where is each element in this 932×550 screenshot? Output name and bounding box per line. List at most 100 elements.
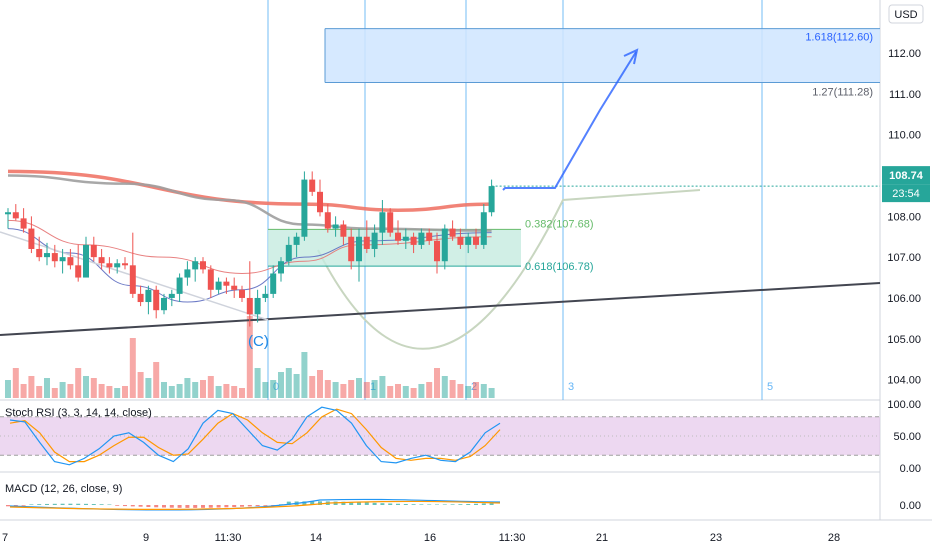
volume-bar [387, 386, 394, 398]
candle-body [83, 244, 89, 278]
time-axis[interactable]: 7 9 11:30 14 16 11:30 21 23 28 [2, 532, 840, 544]
volume-bar [379, 376, 386, 398]
macd-histogram-bar [388, 503, 393, 505]
candle-body [488, 186, 495, 213]
candle-body [457, 236, 464, 245]
volume-bar [114, 388, 121, 398]
fib-retracement-box[interactable]: 0.382(107.68) 0.618(106.78) [268, 218, 594, 273]
support-trendline [0, 282, 881, 336]
cup-arc-drawing[interactable] [317, 189, 701, 350]
macd-histogram-bar [76, 503, 81, 505]
volume-bar [223, 384, 230, 398]
volume-bar [465, 386, 472, 398]
candle-body [395, 232, 401, 241]
fib-label-0618: 0.618(106.78) [525, 261, 594, 273]
stoch-rsi-title[interactable]: Stoch RSI (3, 3, 14, 14, close) [5, 407, 152, 419]
volume-bar [301, 352, 308, 398]
volume-bar [168, 386, 175, 398]
cycle-label: 5 [767, 381, 773, 393]
macd-histogram-bar [310, 501, 315, 505]
candle-body [465, 236, 472, 245]
candle-body [75, 265, 82, 278]
candle-body [153, 289, 160, 311]
macd-histogram-bar [21, 505, 26, 506]
macd-histogram-bar [185, 505, 190, 508]
projection-arrowhead [623, 48, 639, 65]
price-axis[interactable]: 113.00112.00111.00110.00109.00108.00107.… [882, 7, 930, 387]
time-tick: 11:30 [215, 532, 242, 544]
volume-bar [348, 380, 355, 398]
macd-title[interactable]: MACD (12, 26, close, 9) [5, 483, 122, 495]
macd-histogram-bar [357, 502, 361, 505]
last-price-value: 108.74 [889, 170, 924, 182]
volume-bar [129, 338, 136, 398]
macd-histogram-bar [411, 504, 416, 505]
macd-histogram-bar [68, 503, 73, 505]
candle-body [480, 212, 487, 245]
macd-histogram-bar [37, 504, 42, 505]
macd-histogram-bar [201, 505, 205, 508]
candle-body [223, 281, 230, 286]
volume-bar [441, 376, 448, 398]
candle-body [28, 228, 35, 249]
time-tick: 7 [2, 532, 8, 544]
macd-histogram-bar [341, 501, 346, 505]
currency-badge[interactable] [888, 4, 924, 24]
volume-bar [90, 378, 97, 398]
macd-histogram-bar [435, 504, 439, 505]
macd-histogram-bar [396, 503, 400, 505]
macd-histogram-bar [481, 503, 486, 505]
candle-body [44, 253, 50, 258]
candle-body [441, 228, 448, 262]
macd-histogram-bar [489, 503, 494, 505]
macd-histogram-bar [349, 501, 354, 505]
macd-histogram-bar [458, 504, 463, 505]
volume-bar [270, 380, 277, 398]
volume-bar [371, 380, 378, 398]
candle-body [215, 281, 222, 290]
macd-histogram-bar [138, 505, 143, 507]
macd-histogram-bar [60, 503, 65, 505]
volume-bar [215, 386, 222, 398]
price-tick: 112.00 [888, 48, 921, 60]
volume-bar [309, 376, 316, 398]
macd-histogram-bar [263, 505, 268, 506]
time-tick: 23 [710, 532, 722, 544]
candle-body [473, 236, 479, 245]
candle-body [67, 257, 74, 266]
target-label-127: 1.27(111.28) [812, 86, 873, 98]
candle-body [20, 218, 27, 229]
candle-body [184, 269, 191, 278]
volume-bar [324, 380, 331, 398]
price-tick: 110.00 [888, 130, 921, 142]
macd-histogram-bar [302, 501, 307, 505]
macd-histogram-bar [84, 503, 88, 505]
candle-body [410, 236, 417, 245]
candle-body [301, 179, 308, 237]
candle-body [348, 236, 355, 262]
macd-histogram-bar [208, 505, 213, 508]
fib-extension-target-box[interactable]: 1.618(112.60) 1.27(111.28) [324, 28, 880, 99]
candle-body [207, 269, 214, 290]
macd-histogram-bar [450, 504, 455, 505]
candle-body [59, 257, 66, 262]
volume-bar [20, 384, 27, 398]
macd-histogram-bar [99, 504, 104, 505]
volume-bar [285, 368, 292, 398]
volume-bar [418, 384, 425, 398]
macd-histogram-bar [91, 504, 96, 505]
macd-signal-line [9, 500, 501, 510]
macd-histogram-bar [107, 504, 112, 505]
macd-histogram-bar [364, 502, 369, 505]
candle-body [379, 212, 386, 233]
candle-body [363, 236, 370, 249]
projection-path[interactable] [502, 48, 639, 191]
time-tick: 21 [596, 532, 608, 544]
volume-bar [28, 376, 35, 398]
candle-body [356, 236, 362, 262]
volume-bar [153, 362, 160, 398]
volume-bar [356, 378, 362, 398]
candle-body [418, 232, 425, 245]
candle-body [402, 236, 409, 241]
